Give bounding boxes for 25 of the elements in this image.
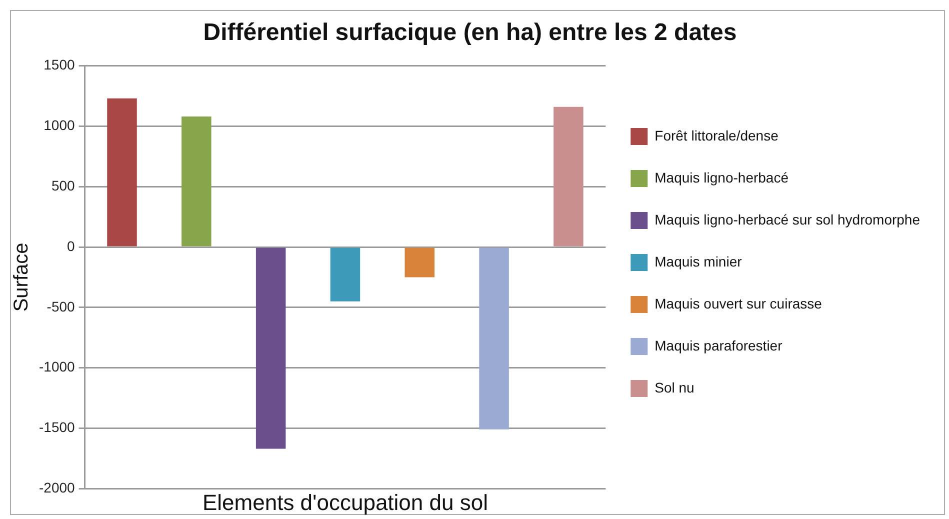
bar bbox=[479, 248, 509, 430]
y-tick-label: -2000 bbox=[38, 479, 76, 496]
legend-label: Maquis paraforestier bbox=[654, 337, 783, 354]
y-tick-label: -1000 bbox=[38, 358, 76, 375]
bar bbox=[107, 98, 137, 246]
y-tick-label: 0 bbox=[67, 238, 76, 254]
bar bbox=[182, 116, 212, 246]
chart-title: Différentiel surfacique (en ha) entre les 2 dates bbox=[203, 19, 737, 46]
bar bbox=[330, 248, 360, 302]
y-tick-label: 1000 bbox=[44, 117, 76, 134]
legend-label: Maquis ligno-herbacé sur sol hydromorphe bbox=[654, 211, 920, 228]
legend-label: Forêt littorale/dense bbox=[654, 127, 779, 144]
y-axis-title: Surface bbox=[10, 242, 33, 312]
y-tick-label: 500 bbox=[51, 177, 76, 194]
legend-label: Maquis ligno-herbacé bbox=[654, 169, 789, 186]
y-tick-label: -1500 bbox=[38, 419, 76, 436]
y-tick-label: -500 bbox=[46, 298, 76, 314]
bar bbox=[256, 248, 286, 449]
x-axis-title: Elements d'occupation du sol bbox=[202, 490, 488, 515]
legend-label: Maquis minier bbox=[654, 253, 742, 270]
y-tick-label: 1500 bbox=[44, 56, 76, 73]
bar bbox=[404, 248, 435, 278]
bar bbox=[554, 106, 584, 246]
legend-label: Maquis ouvert sur cuirasse bbox=[654, 295, 822, 312]
legend-label: Sol nu bbox=[654, 379, 694, 396]
